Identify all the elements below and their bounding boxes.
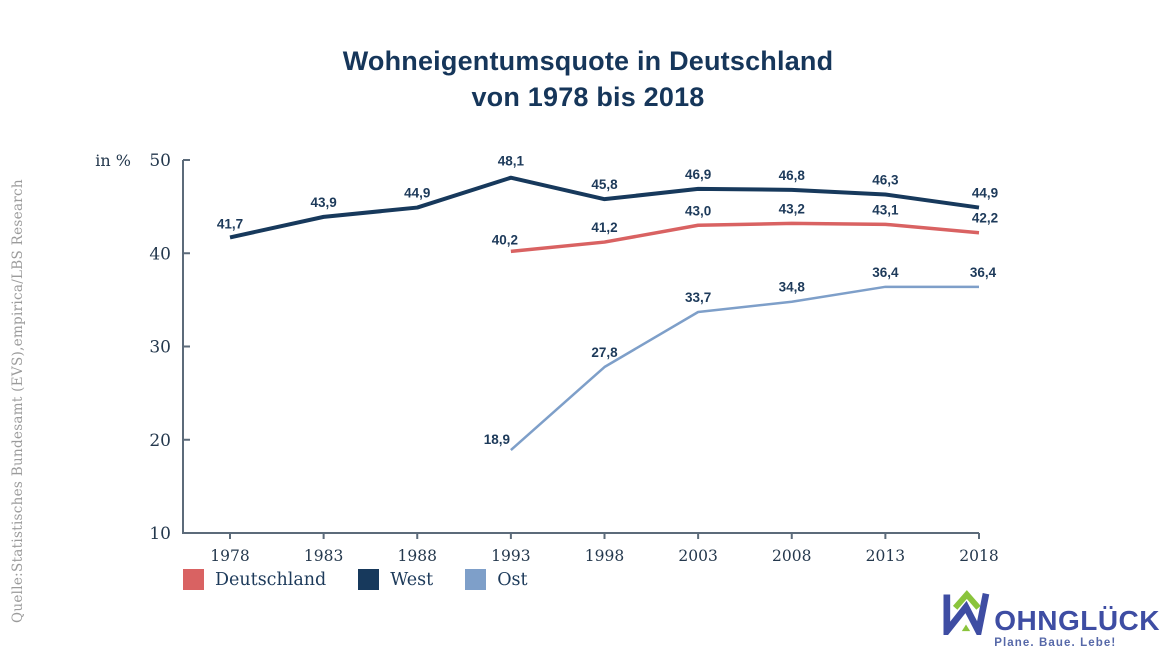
x-tick-label: 1978 (210, 547, 249, 565)
value-label-deutschland: 43,1 (872, 202, 899, 217)
value-label-deutschland: 42,2 (972, 211, 998, 226)
series-line-deutschland (510, 221, 980, 254)
value-label-ost: 27,8 (591, 345, 618, 360)
axes (182, 160, 979, 534)
legend-item-deutschland: Deutschland (183, 569, 326, 590)
legend-swatch-ost (465, 569, 487, 590)
value-label-west: 44,9 (404, 186, 430, 201)
y-axis-unit-label: in % (95, 151, 131, 170)
value-label-deutschland: 43,2 (779, 201, 805, 216)
x-tick-label: 2008 (772, 547, 811, 565)
x-tick-label: 2013 (866, 547, 905, 565)
chart-title-line-2: von 1978 bis 2018 (471, 81, 705, 112)
y-tick-label: 40 (149, 244, 171, 264)
legend-item-west: West (358, 569, 433, 590)
chart-title-line-1: Wohneigentumsquote in Deutschland (342, 46, 834, 76)
x-tick-label: 1998 (585, 547, 624, 565)
x-tick-label: 2018 (959, 547, 998, 565)
value-label-deutschland: 43,0 (685, 203, 711, 218)
value-label-deutschland: 40,2 (492, 232, 518, 247)
chart-legend: Deutschland West Ost (183, 569, 528, 590)
y-tick-label: 10 (149, 524, 171, 544)
wohnglueck-wordmark: OHNGLÜCK (994, 605, 1160, 636)
value-label-deutschland: 41,2 (591, 220, 617, 235)
value-label-west: 46,3 (872, 173, 899, 188)
legend-swatch-deutschland (183, 569, 204, 590)
value-label-ost: 18,9 (484, 432, 510, 447)
legend-label: Deutschland (215, 569, 327, 590)
wohnglueck-logo: OHNGLÜCK Plane. Baue. Lebe! (941, 589, 1160, 649)
value-label-ost: 36,4 (872, 265, 899, 280)
value-label-ost: 33,7 (685, 290, 711, 305)
value-label-west: 48,1 (498, 154, 525, 169)
wohnglueck-logo-w-icon (943, 590, 990, 635)
y-tick-label: 20 (149, 431, 171, 451)
x-tick-label: 1983 (304, 547, 343, 565)
legend-swatch-west (358, 569, 380, 590)
chart-title: Wohneigentumsquote in Deutschland von 19… (0, 44, 1176, 115)
value-label-ost: 34,8 (779, 280, 806, 295)
source-note: Quelle:Statistisches Bundesamt (EVS),emp… (10, 179, 26, 623)
value-label-west: 45,8 (591, 177, 618, 192)
x-tick-label: 1988 (398, 547, 437, 565)
value-label-west: 46,8 (779, 168, 806, 183)
legend-label: Ost (497, 569, 528, 590)
value-label-ost: 36,4 (970, 265, 997, 280)
x-tick-label: 2003 (678, 547, 717, 565)
y-tick-label: 30 (149, 338, 171, 358)
x-tick-label: 1993 (491, 547, 530, 565)
wohnglueck-tagline: Plane. Baue. Lebe! (994, 637, 1117, 649)
series-line-ost (510, 285, 979, 451)
value-label-west: 43,9 (310, 195, 336, 210)
series-line-west (229, 175, 980, 240)
value-label-west: 44,9 (972, 186, 998, 201)
y-tick-label: 50 (149, 151, 171, 171)
legend-item-ost: Ost (465, 569, 528, 590)
legend-label: West (390, 569, 434, 590)
value-label-west: 46,9 (685, 167, 711, 182)
value-label-west: 41,7 (217, 216, 243, 231)
